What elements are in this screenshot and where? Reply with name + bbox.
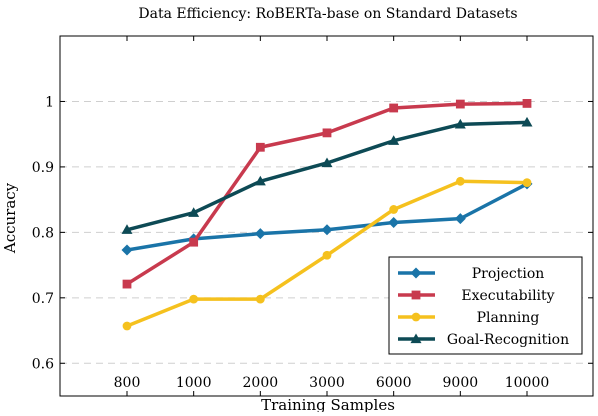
data-point: [411, 312, 421, 322]
x-tick-label: 800: [114, 375, 141, 391]
x-tick-label: 9000: [443, 375, 479, 391]
x-axis: 800 1000 2000 3000 6000 9000 10000: [114, 36, 550, 396]
x-tick-label: 10000: [505, 375, 550, 391]
data-point: [455, 176, 465, 186]
data-point: [455, 99, 465, 109]
data-point: [521, 116, 533, 127]
data-point: [189, 294, 199, 304]
legend-item: Planning: [398, 310, 539, 326]
legend-item: Goal-Recognition: [398, 332, 569, 348]
data-point: [122, 279, 132, 289]
y-axis-label: Accuracy: [1, 182, 19, 254]
legend: Projection Executability Planning Goal-Reco…: [388, 256, 583, 355]
data-point: [410, 333, 422, 344]
data-point: [454, 213, 466, 225]
series-goal-recognition: [121, 116, 533, 234]
legend-item: Projection: [398, 266, 544, 282]
data-point: [188, 207, 200, 217]
y-tick-label: 1: [45, 94, 54, 110]
legend-label: Goal-Recognition: [447, 332, 569, 348]
legend-label: Planning: [477, 310, 540, 326]
data-point: [388, 135, 400, 145]
data-point: [389, 205, 399, 214]
x-tick-label: 2000: [243, 375, 279, 391]
legend-item: Executability: [398, 288, 555, 304]
data-point: [321, 224, 333, 236]
data-point: [255, 294, 265, 304]
y-axis: 0.6 0.7 0.8 0.9 1: [32, 94, 593, 372]
series-group: [121, 99, 533, 331]
data-point: [121, 244, 133, 256]
chart-title: Data Efficiency: RoBERTa-base on Standar…: [138, 6, 517, 22]
data-point: [321, 157, 333, 168]
x-tick-label: 3000: [309, 375, 345, 391]
data-point: [454, 118, 466, 129]
series-line: [126, 182, 528, 252]
data-point: [254, 228, 266, 240]
data-point: [189, 237, 199, 247]
data-point: [121, 224, 133, 234]
y-tick-label: 0.8: [32, 225, 54, 241]
data-point: [389, 103, 399, 113]
x-tick-label: 6000: [376, 375, 412, 391]
data-point: [411, 290, 421, 300]
data-point: [322, 128, 332, 138]
legend-label: Executability: [461, 288, 554, 304]
data-point: [255, 142, 265, 152]
y-tick-label: 0.6: [32, 356, 54, 372]
data-point: [322, 250, 332, 260]
data-point: [410, 267, 422, 279]
data-point: [522, 178, 532, 188]
data-point: [522, 99, 532, 108]
legend-label: Projection: [472, 266, 545, 282]
x-tick-label: 1000: [176, 375, 212, 391]
series-executability: [122, 99, 532, 289]
data-point: [122, 321, 132, 331]
y-tick-label: 0.9: [32, 160, 54, 176]
data-point: [388, 217, 400, 229]
x-axis-label: Training Samples: [261, 396, 395, 412]
data-point: [254, 175, 266, 186]
series-planning: [122, 176, 532, 331]
y-tick-label: 0.7: [32, 291, 54, 307]
